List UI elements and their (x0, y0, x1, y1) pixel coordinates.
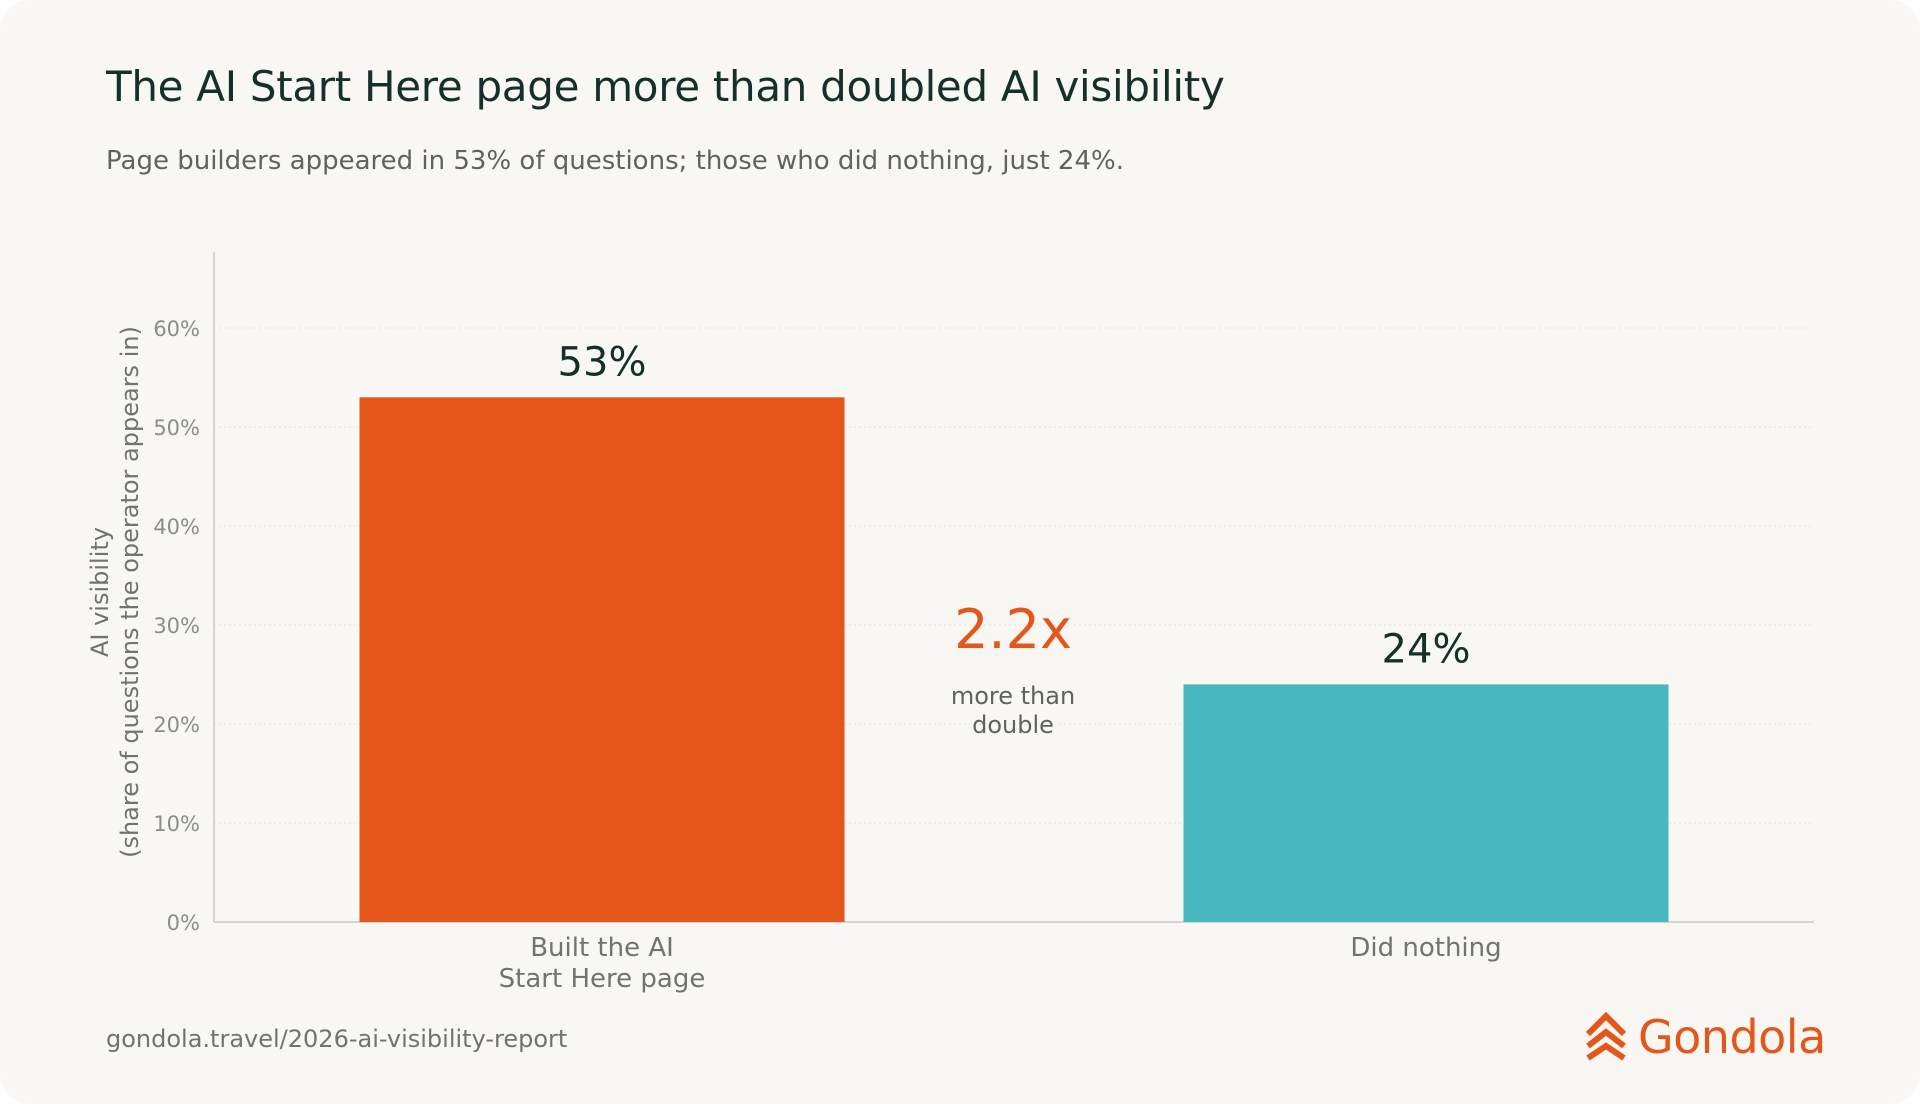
bar-value-label: 53% (558, 339, 647, 385)
report-url[interactable]: gondola.travel/2026-ai-visibility-report (106, 1025, 568, 1053)
brand-name: Gondola (1638, 1010, 1826, 1064)
bar-value-label: 24% (1382, 626, 1471, 672)
bar (1183, 684, 1669, 922)
chart-title: The AI Start Here page more than doubled… (106, 62, 1225, 111)
y-tick-labels: 0% 10% 20% 30% 40% 50% 60% (153, 317, 200, 935)
y-tick-label: 60% (153, 317, 200, 341)
category-label: Did nothing (1350, 933, 1501, 963)
y-tick-label: 20% (153, 713, 200, 737)
y-tick-label: 10% (153, 812, 200, 836)
y-axis-title: AI visibility (share of questions the ope… (86, 326, 144, 858)
y-axis-title-line1: AI visibility (86, 527, 114, 657)
data-labels: 53% 24% (558, 339, 1471, 672)
ratio-caption: more than (951, 682, 1075, 710)
y-tick-label: 50% (153, 416, 200, 440)
y-tick-label: 0% (167, 911, 200, 935)
gondola-logo: Gondola (1584, 1010, 1826, 1064)
y-axis-title-line2: (share of questions the operator appears… (116, 326, 144, 858)
category-label: Built the AI (530, 933, 674, 963)
gondola-chevrons-icon (1585, 1012, 1627, 1061)
ratio-value: 2.2x (954, 598, 1072, 661)
y-tick-label: 30% (153, 614, 200, 638)
category-label: Start Here page (499, 964, 706, 994)
y-axis-title-group: AI visibility (share of questions the ope… (86, 326, 144, 858)
bars (359, 397, 1669, 922)
ratio-caption: double (972, 711, 1054, 739)
bar (359, 397, 845, 922)
y-tick-label: 40% (153, 515, 200, 539)
chart-subtitle: Page builders appeared in 53% of questio… (106, 146, 1124, 176)
